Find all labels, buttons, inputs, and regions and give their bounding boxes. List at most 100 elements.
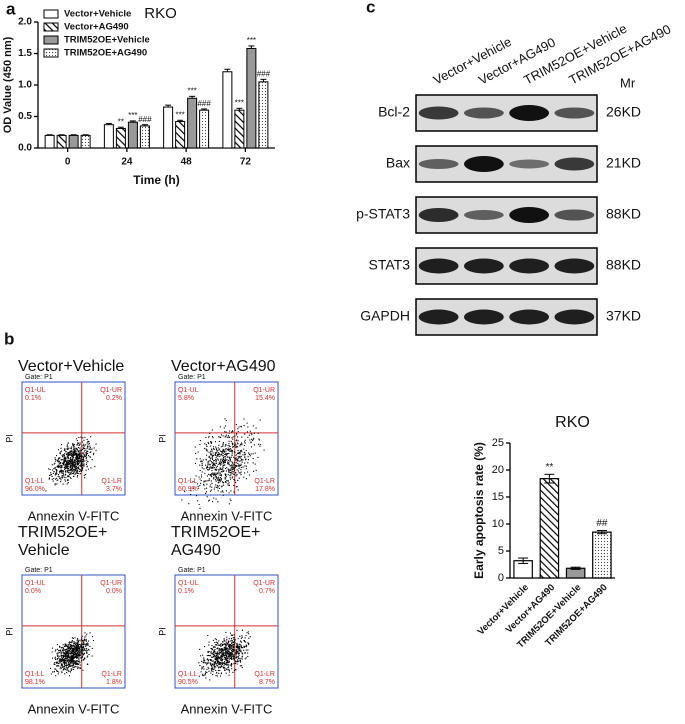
dot [237, 652, 239, 654]
dot [57, 652, 59, 654]
dot [75, 470, 77, 472]
y-axis-label: PI [157, 434, 167, 443]
dot [66, 454, 68, 456]
dot [66, 461, 68, 463]
dot [78, 649, 80, 651]
dot [70, 473, 72, 475]
dot [219, 453, 221, 455]
dot [60, 660, 62, 662]
bar [127, 121, 138, 149]
dot [69, 670, 71, 672]
dot [54, 478, 57, 480]
dot [80, 469, 82, 471]
dot [221, 481, 224, 483]
dot [59, 649, 62, 651]
gate-label: Gate: P1 [178, 374, 206, 381]
dot [238, 457, 240, 459]
dot [244, 465, 246, 467]
dot [229, 459, 231, 461]
dot [72, 651, 74, 653]
dot [81, 642, 83, 644]
plot-title: TRIM52OE+ [171, 524, 260, 541]
x-tick-label: 48 [181, 157, 193, 168]
dot [235, 660, 237, 662]
dot [199, 440, 201, 442]
dot [206, 496, 208, 498]
dot [251, 438, 253, 440]
dot [72, 443, 74, 445]
dot [206, 658, 208, 660]
dot [80, 650, 83, 652]
dot [194, 462, 197, 464]
dot [212, 654, 214, 656]
dot [245, 649, 247, 651]
dot [228, 671, 231, 673]
dot [213, 666, 215, 668]
dot [58, 665, 60, 667]
dot [223, 450, 225, 452]
dot [80, 458, 82, 460]
dot [82, 645, 84, 647]
dot [67, 646, 69, 648]
dot [252, 425, 254, 427]
dot [235, 669, 237, 671]
dot [206, 450, 208, 452]
dot [228, 669, 231, 671]
dot [209, 490, 212, 492]
dot [228, 660, 230, 662]
dot [239, 443, 242, 445]
dot [196, 483, 199, 485]
dot [65, 459, 67, 461]
significance: *** [187, 86, 196, 95]
dot [76, 663, 78, 665]
dot [78, 660, 80, 662]
dot [236, 439, 238, 441]
mr-label: 88KD [606, 206, 641, 222]
dot [216, 451, 218, 453]
dot [76, 444, 78, 446]
dot [226, 636, 228, 638]
dot [236, 469, 238, 471]
dot [65, 665, 67, 667]
dot [228, 436, 230, 438]
dot [67, 663, 69, 665]
dot [78, 658, 80, 660]
dot [200, 671, 202, 673]
dot [48, 468, 50, 470]
dot [223, 461, 225, 463]
dot [239, 445, 241, 447]
dot [63, 661, 66, 663]
dot [190, 493, 192, 496]
bar [56, 134, 67, 149]
dot [87, 643, 89, 645]
dot [209, 458, 212, 460]
dot [78, 455, 80, 457]
bar [139, 125, 150, 149]
dot [215, 460, 217, 462]
dot [234, 668, 236, 670]
dot [237, 452, 239, 455]
dot [72, 655, 74, 658]
dot [83, 638, 85, 640]
dot [215, 447, 217, 449]
dot [218, 660, 220, 662]
dot [73, 668, 75, 671]
dot [246, 645, 248, 647]
dot [220, 479, 222, 481]
dot [64, 653, 66, 655]
dot [212, 477, 215, 479]
dot [212, 462, 215, 464]
dot [76, 448, 78, 450]
dot [71, 467, 73, 470]
dot [73, 465, 75, 467]
dot [237, 489, 239, 491]
band [463, 156, 504, 172]
dot [216, 664, 218, 666]
quadrant-value: 98.1% [25, 679, 45, 686]
dot [238, 652, 241, 654]
dot [60, 467, 62, 469]
dot [227, 652, 229, 654]
dot [89, 456, 91, 458]
dot [72, 652, 74, 654]
dot [245, 644, 247, 646]
